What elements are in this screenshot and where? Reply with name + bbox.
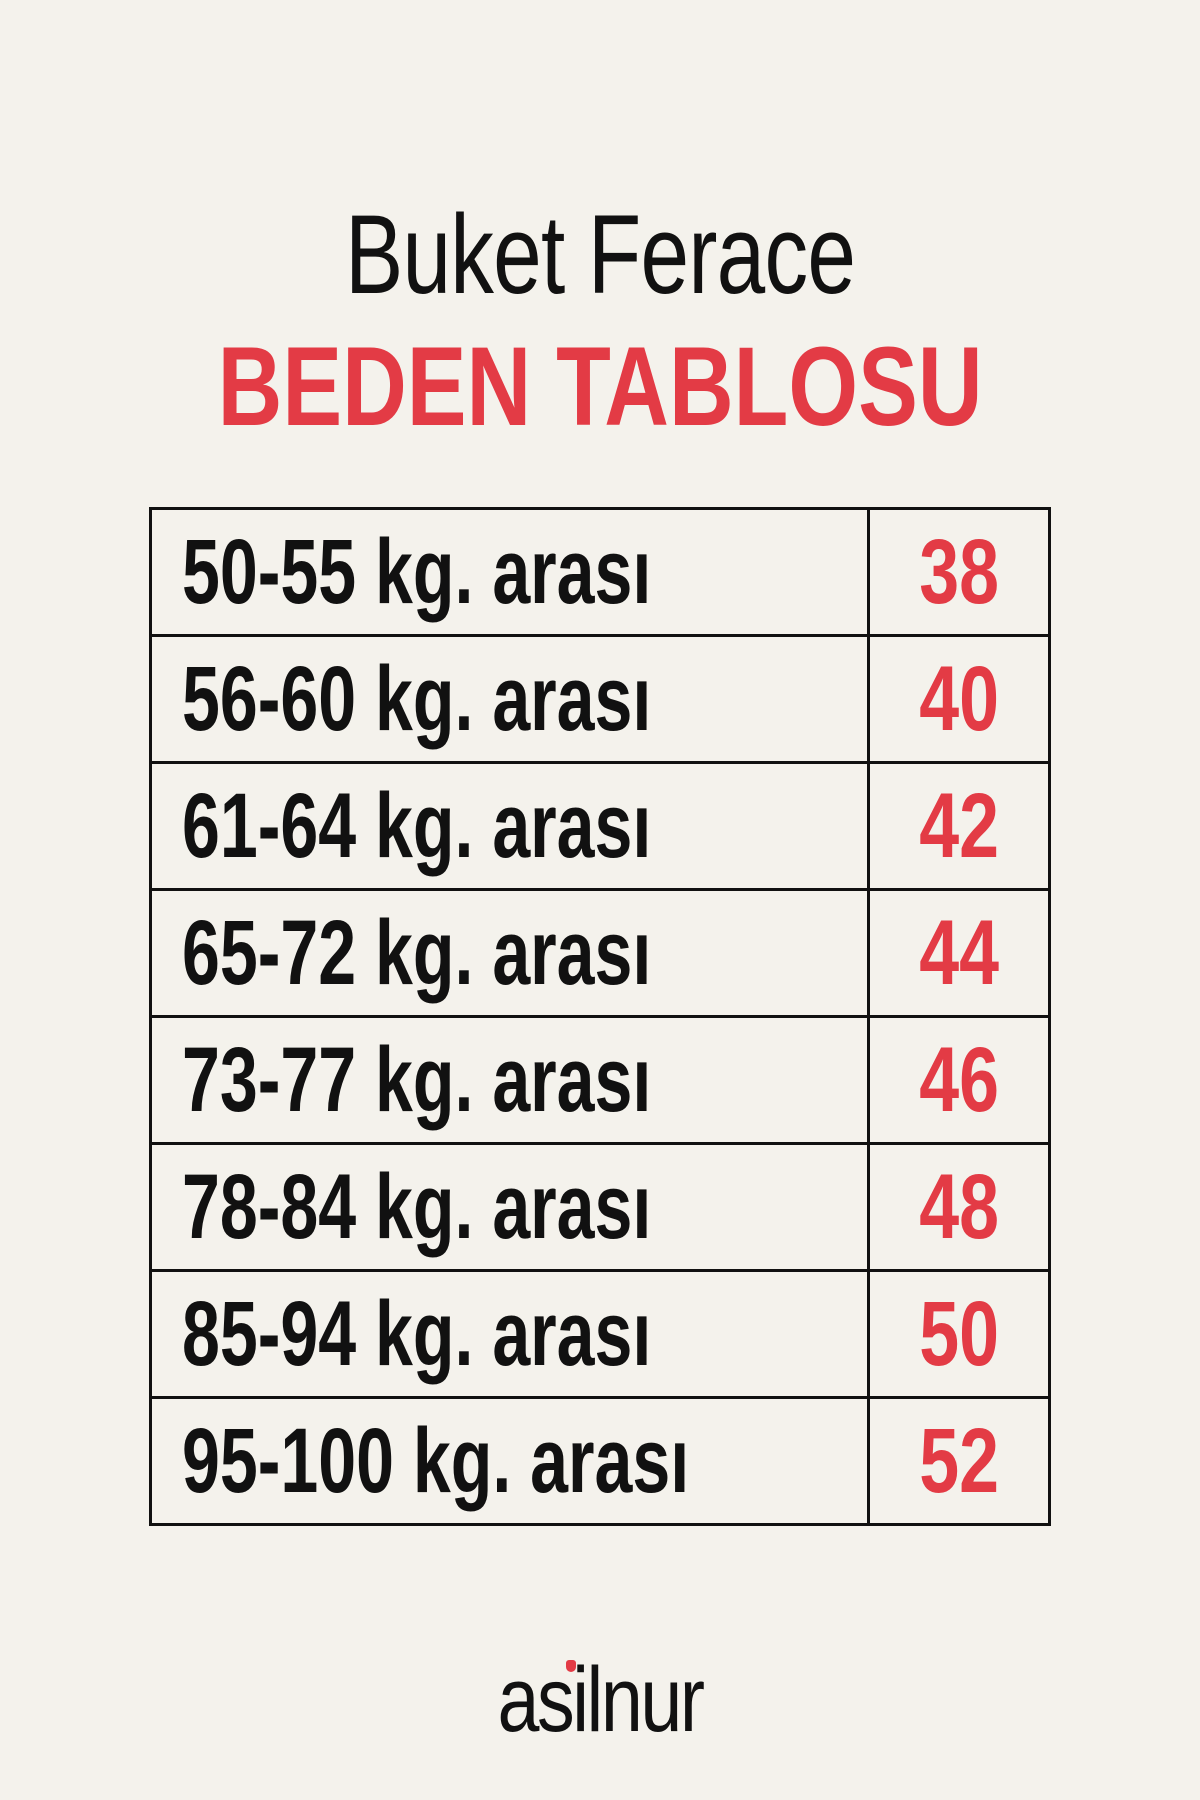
weight-range-cell: 73-77 kg. arası <box>148 1015 871 1145</box>
size-cell: 44 <box>867 888 1051 1018</box>
weight-range-cell: 85-94 kg. arası <box>148 1269 871 1399</box>
table-row: 50-55 kg. arası 38 <box>148 507 1051 637</box>
size-chart-heading: BEDEN TABLOSU <box>217 324 983 449</box>
size-value: 38 <box>919 520 1000 623</box>
weight-range-cell: 78-84 kg. arası <box>148 1142 871 1272</box>
weight-range-cell: 50-55 kg. arası <box>148 507 871 637</box>
weight-range-cell: 95-100 kg. arası <box>148 1396 871 1526</box>
weight-range: 61-64 kg. arası <box>182 774 652 877</box>
size-cell: 48 <box>867 1142 1051 1272</box>
size-value: 44 <box>919 901 1000 1004</box>
size-value: 42 <box>919 774 1000 877</box>
size-value: 40 <box>919 647 1000 750</box>
weight-range-cell: 65-72 kg. arası <box>148 888 871 1018</box>
tulip-icon <box>566 1660 576 1672</box>
weight-range: 95-100 kg. arası <box>182 1409 690 1512</box>
weight-range-cell: 56-60 kg. arası <box>148 634 871 764</box>
brand-logo: asilnur <box>497 1649 704 1751</box>
table-row: 78-84 kg. arası 48 <box>148 1142 1051 1272</box>
weight-range: 85-94 kg. arası <box>182 1282 652 1385</box>
size-cell: 46 <box>867 1015 1051 1145</box>
table-row: 56-60 kg. arası 40 <box>148 634 1051 764</box>
size-table: 50-55 kg. arası 38 56-60 kg. arası 40 61-64 … <box>148 507 1051 1526</box>
table-row: 61-64 kg. arası 42 <box>148 761 1051 891</box>
size-value: 50 <box>919 1282 1000 1385</box>
weight-range: 65-72 kg. arası <box>182 901 652 1004</box>
weight-range-cell: 61-64 kg. arası <box>148 761 871 891</box>
product-title: Buket Ferace <box>344 192 856 317</box>
table-row: 95-100 kg. arası 52 <box>148 1396 1051 1526</box>
table-row: 73-77 kg. arası 46 <box>148 1015 1051 1145</box>
weight-range: 56-60 kg. arası <box>182 647 652 750</box>
size-cell: 52 <box>867 1396 1051 1526</box>
weight-range: 50-55 kg. arası <box>182 520 652 623</box>
size-value: 48 <box>919 1155 1000 1258</box>
size-cell: 38 <box>867 507 1051 637</box>
weight-range: 78-84 kg. arası <box>182 1155 652 1258</box>
size-value: 52 <box>919 1409 1000 1512</box>
size-cell: 50 <box>867 1269 1051 1399</box>
table-row: 65-72 kg. arası 44 <box>148 888 1051 1018</box>
size-cell: 42 <box>867 761 1051 891</box>
table-row: 85-94 kg. arası 50 <box>148 1269 1051 1399</box>
size-value: 46 <box>919 1028 1000 1131</box>
weight-range: 73-77 kg. arası <box>182 1028 652 1131</box>
size-cell: 40 <box>867 634 1051 764</box>
